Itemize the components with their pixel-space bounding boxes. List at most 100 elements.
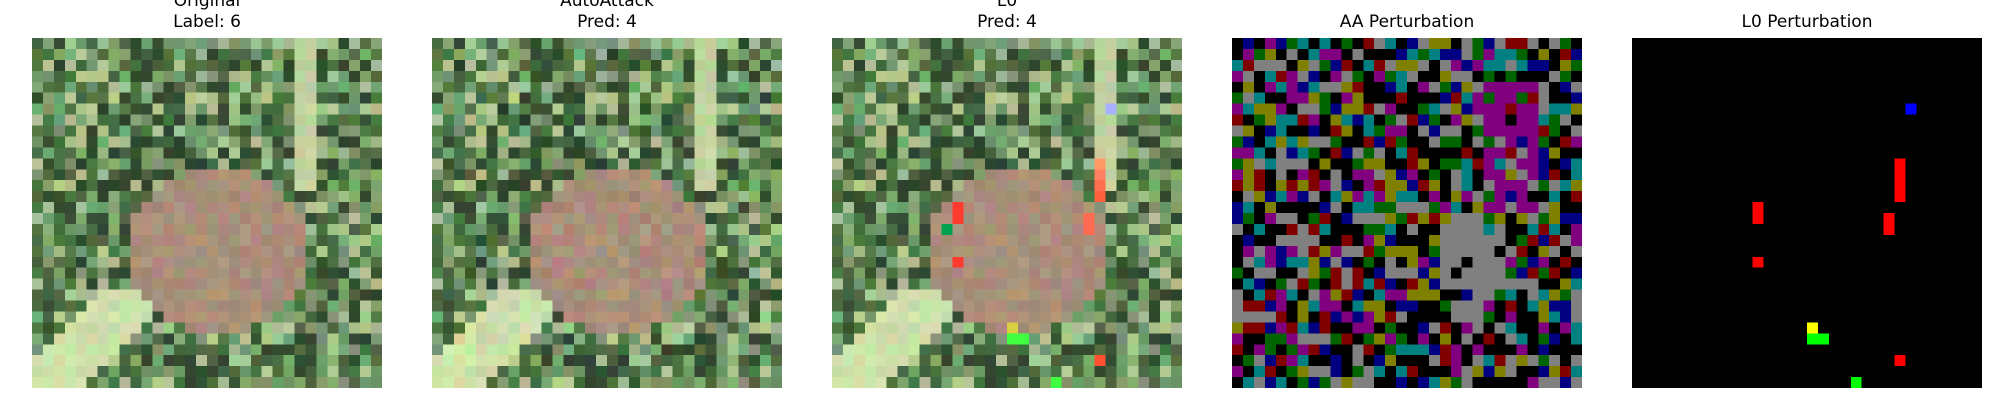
image-pixel [327, 169, 339, 181]
image-pixel [596, 103, 607, 115]
image-pixel [530, 278, 542, 290]
image-pixel [886, 234, 898, 246]
image-pixel [908, 125, 920, 137]
perturbation-pixel [1461, 223, 1473, 235]
image-pixel [141, 38, 153, 49]
image-pixel [432, 344, 443, 356]
perturbation-pixel [1461, 114, 1473, 126]
perturbation-pixel [1461, 278, 1473, 290]
image-pixel [1061, 38, 1073, 49]
image-pixel [371, 169, 382, 181]
perturbation-pixel [1461, 344, 1473, 356]
perturbation-pixel [1341, 103, 1353, 115]
image-pixel [672, 180, 684, 192]
image-pixel [338, 234, 350, 246]
image-pixel [152, 59, 164, 71]
image-pixel [1105, 125, 1117, 137]
perturbation-pixel [1363, 59, 1375, 71]
perturbation-pixel [1253, 278, 1265, 290]
image-pixel [530, 59, 542, 71]
image-pixel [42, 180, 54, 192]
image-pixel [53, 322, 65, 334]
image-pixel [985, 202, 997, 213]
image-pixel [985, 333, 997, 345]
image-pixel [749, 377, 761, 388]
image-pixel [1138, 103, 1150, 115]
image-pixel [738, 289, 750, 301]
image-pixel [607, 344, 618, 356]
image-pixel [585, 103, 597, 115]
image-pixel [1160, 213, 1172, 224]
image-pixel [42, 59, 54, 71]
perturbation-pixel [1461, 245, 1473, 257]
image-pixel [908, 223, 920, 235]
perturbation-pixel [1516, 333, 1528, 345]
image-pixel [749, 289, 761, 301]
image-pixel [486, 311, 498, 323]
image-pixel [475, 333, 487, 345]
image-pixel [585, 377, 597, 388]
perturbation-pixel [1417, 191, 1429, 203]
image-pixel [360, 38, 372, 49]
aa-perturbation-map [1232, 38, 1582, 388]
image-pixel [1039, 278, 1051, 290]
image-pixel [1083, 267, 1095, 279]
image-pixel [607, 92, 618, 104]
perturbation-pixel [1385, 202, 1397, 213]
image-pixel [683, 289, 695, 301]
image-pixel [316, 180, 328, 192]
image-pixel [497, 70, 509, 82]
image-pixel [617, 311, 629, 323]
perturbation-pixel [1253, 213, 1265, 224]
image-pixel [672, 377, 684, 388]
image-pixel [32, 81, 43, 93]
perturbation-pixel [1407, 256, 1418, 268]
image-pixel [639, 355, 651, 367]
image-pixel [1160, 114, 1172, 126]
image-pixel [985, 355, 997, 367]
perturbation-pixel [1461, 202, 1473, 213]
image-pixel [1116, 289, 1128, 301]
image-pixel [185, 59, 197, 71]
image-pixel [338, 213, 350, 224]
image-pixel [239, 234, 251, 246]
image-pixel [475, 114, 487, 126]
perturbation-pixel [1428, 289, 1440, 301]
perturbation-pixel [1439, 169, 1451, 181]
image-pixel [32, 103, 43, 115]
perturbation-pixel [1242, 245, 1254, 257]
image-pixel [832, 70, 843, 82]
image-pixel [919, 289, 931, 301]
image-pixel [42, 234, 54, 246]
image-pixel [97, 169, 109, 181]
image-pixel [1083, 322, 1095, 334]
image-pixel [174, 158, 186, 170]
image-pixel [316, 202, 328, 213]
image-pixel [327, 289, 339, 301]
image-pixel [1127, 169, 1139, 181]
image-pixel [864, 169, 876, 181]
perturbation-pixel [1242, 81, 1254, 93]
image-pixel [760, 48, 772, 60]
image-pixel [897, 256, 909, 268]
image-pixel [1050, 322, 1062, 334]
image-pixel [738, 180, 750, 192]
image-pixel [705, 180, 717, 192]
image-pixel [250, 180, 262, 192]
image-pixel [1007, 169, 1018, 181]
image-pixel [1149, 300, 1161, 312]
perturbation-pixel [1461, 92, 1473, 104]
image-pixel [1138, 333, 1150, 345]
perturbation-pixel [1396, 322, 1407, 334]
perturbation-pixel [1319, 180, 1331, 192]
image-pixel [464, 223, 476, 235]
image-pixel [141, 245, 153, 257]
image-pixel [897, 267, 909, 279]
image-pixel [842, 202, 854, 213]
image-pixel [338, 202, 350, 213]
image-pixel [908, 234, 920, 246]
image-pixel [617, 245, 629, 257]
perturbation-pixel [1472, 267, 1484, 279]
image-pixel [360, 191, 372, 203]
perturbation-pixel [1330, 223, 1342, 235]
